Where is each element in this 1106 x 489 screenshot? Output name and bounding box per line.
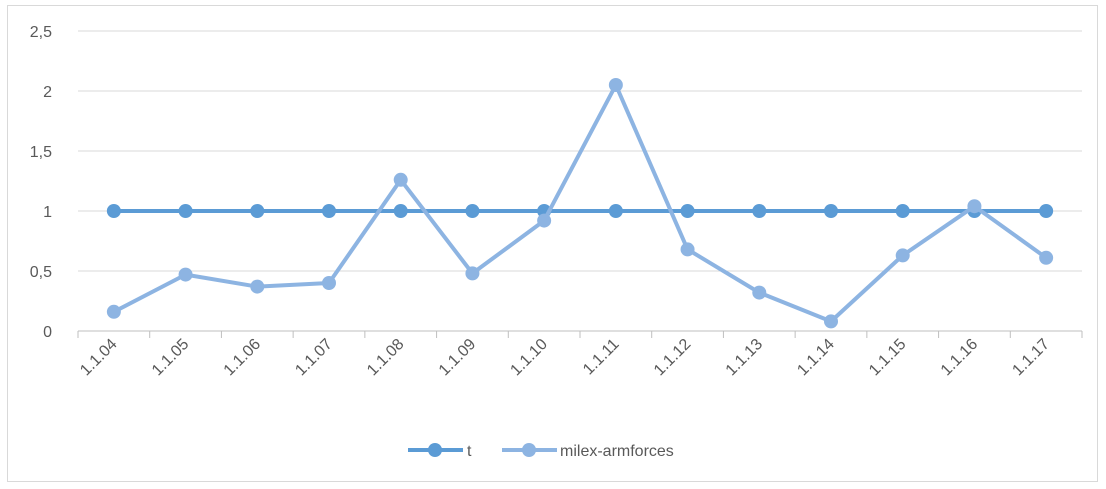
data-point [608, 204, 623, 218]
x-tick-label: 1.1.13 [723, 336, 767, 380]
x-tick-label: 1.1.08 [364, 336, 408, 380]
data-point [106, 304, 121, 319]
legend-marker-t [428, 443, 442, 457]
legend: t milex-armforces [408, 443, 674, 460]
x-axis: 1.1.04 1.1.05 1.1.06 1.1.07 1.1.08 1.1.09 1.1.… [77, 330, 1083, 380]
legend-marker-milex [522, 443, 536, 457]
legend-label-t: t [467, 443, 472, 460]
data-point [824, 314, 838, 329]
data-point [393, 204, 408, 218]
data-point [465, 266, 480, 281]
data-point [967, 199, 982, 214]
data-point [895, 204, 910, 218]
data-point [322, 276, 336, 290]
series-group [106, 78, 1054, 329]
x-tick-label: 1.1.10 [507, 336, 551, 380]
data-point [824, 204, 838, 218]
y-tick-label: 1,5 [30, 144, 52, 161]
data-point [393, 172, 408, 187]
x-tick-label: 1.1.15 [866, 336, 910, 380]
data-point [680, 242, 695, 257]
legend-item-t: t [408, 443, 472, 460]
y-tick-label: 2 [43, 84, 52, 101]
series-line [112, 83, 1048, 324]
data-point [895, 248, 910, 263]
data-point [680, 204, 695, 218]
data-point [752, 285, 767, 300]
data-point [178, 204, 193, 218]
x-tick-label: 1.1.16 [938, 336, 982, 380]
x-tick-label: 1.1.14 [794, 336, 838, 380]
data-point [178, 267, 193, 282]
y-tick-label: 1 [43, 204, 52, 221]
y-tick-label: 2,5 [30, 24, 52, 41]
data-point [106, 204, 121, 218]
data-point [1039, 250, 1054, 265]
x-tick-label: 1.1.05 [149, 336, 193, 380]
x-tick-label: 1.1.06 [221, 336, 265, 380]
x-tick-label: 1.1.11 [580, 336, 623, 379]
x-tick-label: 1.1.17 [1009, 336, 1053, 380]
x-tick-label: 1.1.04 [77, 336, 121, 380]
series-t [106, 204, 1054, 218]
legend-item-milex-armforces: milex-armforces [502, 443, 674, 460]
y-axis-ticks: 0 0,5 1 1,5 2 2,5 [30, 24, 52, 341]
data-point [250, 204, 265, 218]
x-tick-label: 1.1.07 [292, 336, 336, 380]
data-point [322, 204, 336, 218]
data-point [537, 213, 552, 228]
data-point [250, 279, 265, 294]
legend-label-milex-armforces: milex-armforces [560, 443, 674, 460]
data-point [608, 78, 623, 92]
chart-frame [7, 5, 1098, 482]
series-milex-armforces [106, 78, 1054, 329]
x-tick-label: 1.1.12 [651, 336, 695, 380]
y-tick-label: 0,5 [30, 264, 52, 281]
y-tick-label: 0 [43, 324, 52, 341]
data-point [752, 204, 767, 218]
data-point [1039, 204, 1054, 218]
x-tick-label: 1.1.09 [436, 336, 480, 380]
data-point [465, 204, 480, 218]
